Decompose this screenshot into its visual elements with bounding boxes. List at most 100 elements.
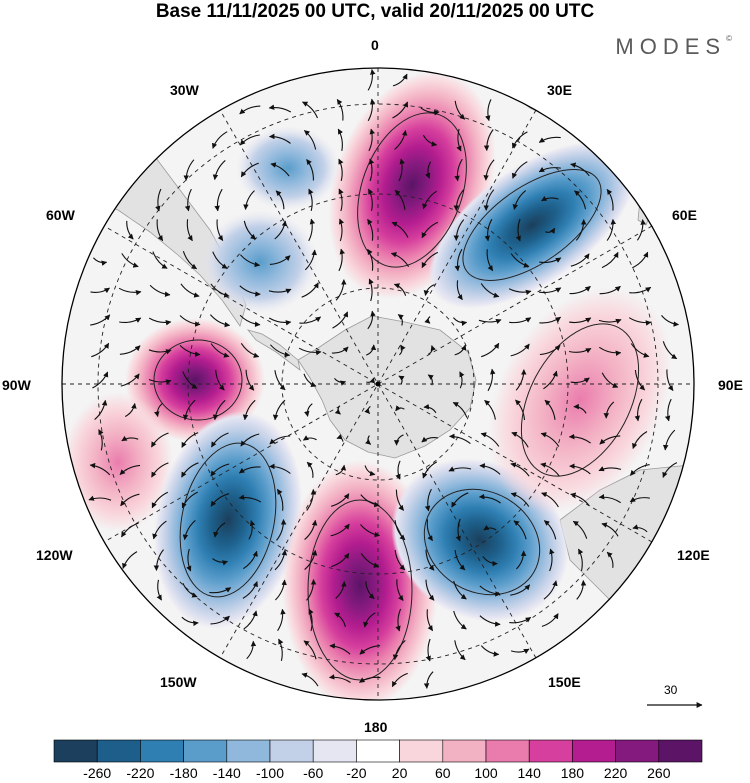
wind-vector-arrow	[369, 158, 375, 182]
meridian-150e-30w	[219, 109, 537, 659]
wind-vector-arrow	[154, 403, 163, 418]
wind-vector-arrow	[569, 317, 592, 324]
wind-vector-arrow	[576, 580, 587, 600]
wind-vector-arrow	[510, 648, 530, 654]
lon-label-60w: 60W	[46, 207, 75, 223]
wind-vector-arrow	[90, 314, 111, 326]
wind-vector-arrow	[120, 373, 140, 387]
wind-vector-arrow	[606, 551, 614, 568]
wind-vector-arrow	[304, 403, 313, 417]
wind-vector-arrow	[454, 248, 463, 272]
wind-vector-arrow	[482, 556, 498, 567]
wind-vector-arrow	[459, 371, 465, 389]
wind-vector-arrow	[569, 463, 591, 475]
wind-vector-arrow	[539, 316, 562, 324]
meridian-30e-150w	[219, 109, 537, 659]
wind-vector-arrow	[573, 403, 587, 414]
wind-vector-arrow	[662, 429, 676, 451]
lon-label-90e: 90E	[718, 377, 743, 393]
positive-anomaly-90e	[488, 287, 672, 513]
wind-vector-arrow	[427, 374, 434, 386]
wind-vector-arrow	[330, 493, 350, 507]
wind-vector-arrow	[301, 672, 319, 687]
wind-vector-arrow	[210, 283, 230, 298]
wind-vector-arrow	[394, 189, 406, 210]
wind-vector-arrow	[181, 616, 199, 627]
colorbar-swatch	[183, 739, 228, 763]
wind-vector-arrow	[276, 488, 284, 511]
wind-vector-arrow	[453, 610, 467, 630]
wind-vector-arrow	[338, 158, 344, 182]
wind-vector-arrow	[661, 315, 680, 327]
wind-vector-arrow	[272, 399, 286, 421]
colorbar-tick-label: 60	[435, 765, 451, 781]
wind-vector-arrow	[186, 548, 192, 572]
wind-vector-arrow	[543, 580, 558, 600]
wind-vector-arrow	[338, 188, 344, 212]
wind-vector-arrow	[484, 218, 493, 242]
wind-vector-arrow	[634, 398, 643, 422]
meridian-60e-120w	[103, 225, 653, 543]
wind-vector-arrow	[454, 100, 466, 120]
wind-vector-arrow	[304, 549, 318, 571]
wind-vector-arrow	[629, 286, 652, 294]
wind-vector-arrow	[269, 344, 291, 358]
wind-vector-arrow	[399, 344, 406, 356]
wind-vector-arrow	[367, 218, 374, 241]
wind-vector-arrow	[393, 283, 407, 296]
copyright-mark: ©	[726, 34, 732, 43]
colorbar-tick-label: -140	[212, 765, 241, 781]
wind-vector-arrow	[336, 98, 344, 121]
wind-vector-arrow	[149, 284, 171, 298]
lon-label-120e: 120E	[677, 547, 710, 563]
wind-vector-arrow	[628, 317, 652, 326]
wind-vector-arrow	[245, 369, 255, 391]
wind-vector-arrow	[601, 522, 619, 537]
wind-vector-arrow	[539, 345, 561, 356]
wind-vector-arrow	[269, 463, 291, 474]
lon-label-150w: 150W	[160, 674, 197, 690]
wind-vector-arrow	[240, 343, 260, 358]
wind-vector-arrow	[243, 220, 257, 240]
wind-vector-arrow	[483, 189, 495, 211]
wind-vector-arrow	[543, 370, 558, 390]
wind-vector-arrow	[302, 435, 317, 441]
wind-vector-arrow	[516, 550, 527, 570]
wind-vector-arrow	[303, 640, 317, 660]
wind-vector-arrow	[92, 371, 109, 389]
lon-label-120w: 120W	[36, 547, 73, 563]
wind-vector-arrow	[239, 105, 261, 115]
colorbar-swatch	[356, 739, 400, 763]
contour-90w	[153, 339, 243, 421]
wind-vector-arrow	[393, 434, 404, 446]
wind-vector-arrow	[478, 318, 502, 325]
wind-vector-arrow	[422, 461, 438, 479]
wind-vector-arrow	[367, 69, 376, 91]
colorbar-swatch	[312, 739, 357, 763]
wind-vector-arrow	[509, 317, 532, 324]
wind-vector-arrow	[629, 464, 650, 476]
wind-vector-arrow	[511, 131, 528, 149]
wind-vector-arrow	[452, 402, 468, 418]
wind-vector-arrow	[544, 399, 556, 420]
wind-vector-arrow	[487, 368, 496, 392]
wind-vector-arrow	[599, 435, 621, 445]
wind-vector-arrow	[94, 399, 108, 421]
wind-vector-arrow	[483, 159, 495, 181]
wind-vector-arrow	[455, 518, 461, 542]
wind-vector-arrow	[334, 378, 347, 386]
wind-vector-arrow	[397, 314, 404, 326]
wind-vector-arrow	[215, 369, 225, 391]
wind-vector-arrow	[308, 608, 314, 632]
wind-vector-arrow	[121, 522, 139, 538]
wind-vector-arrow	[332, 311, 349, 329]
wind-vector-arrow	[367, 248, 374, 271]
wind-vector-arrow	[126, 220, 134, 240]
colorbar-tick-label: 140	[517, 765, 541, 781]
wind-vector-arrow	[183, 159, 195, 181]
wind-vector-arrow	[398, 158, 405, 182]
wind-vector-arrow	[549, 548, 555, 572]
colorbar-tick-label: -220	[126, 765, 155, 781]
wind-vector-arrow	[239, 285, 261, 297]
wind-vector-arrow	[243, 610, 258, 630]
